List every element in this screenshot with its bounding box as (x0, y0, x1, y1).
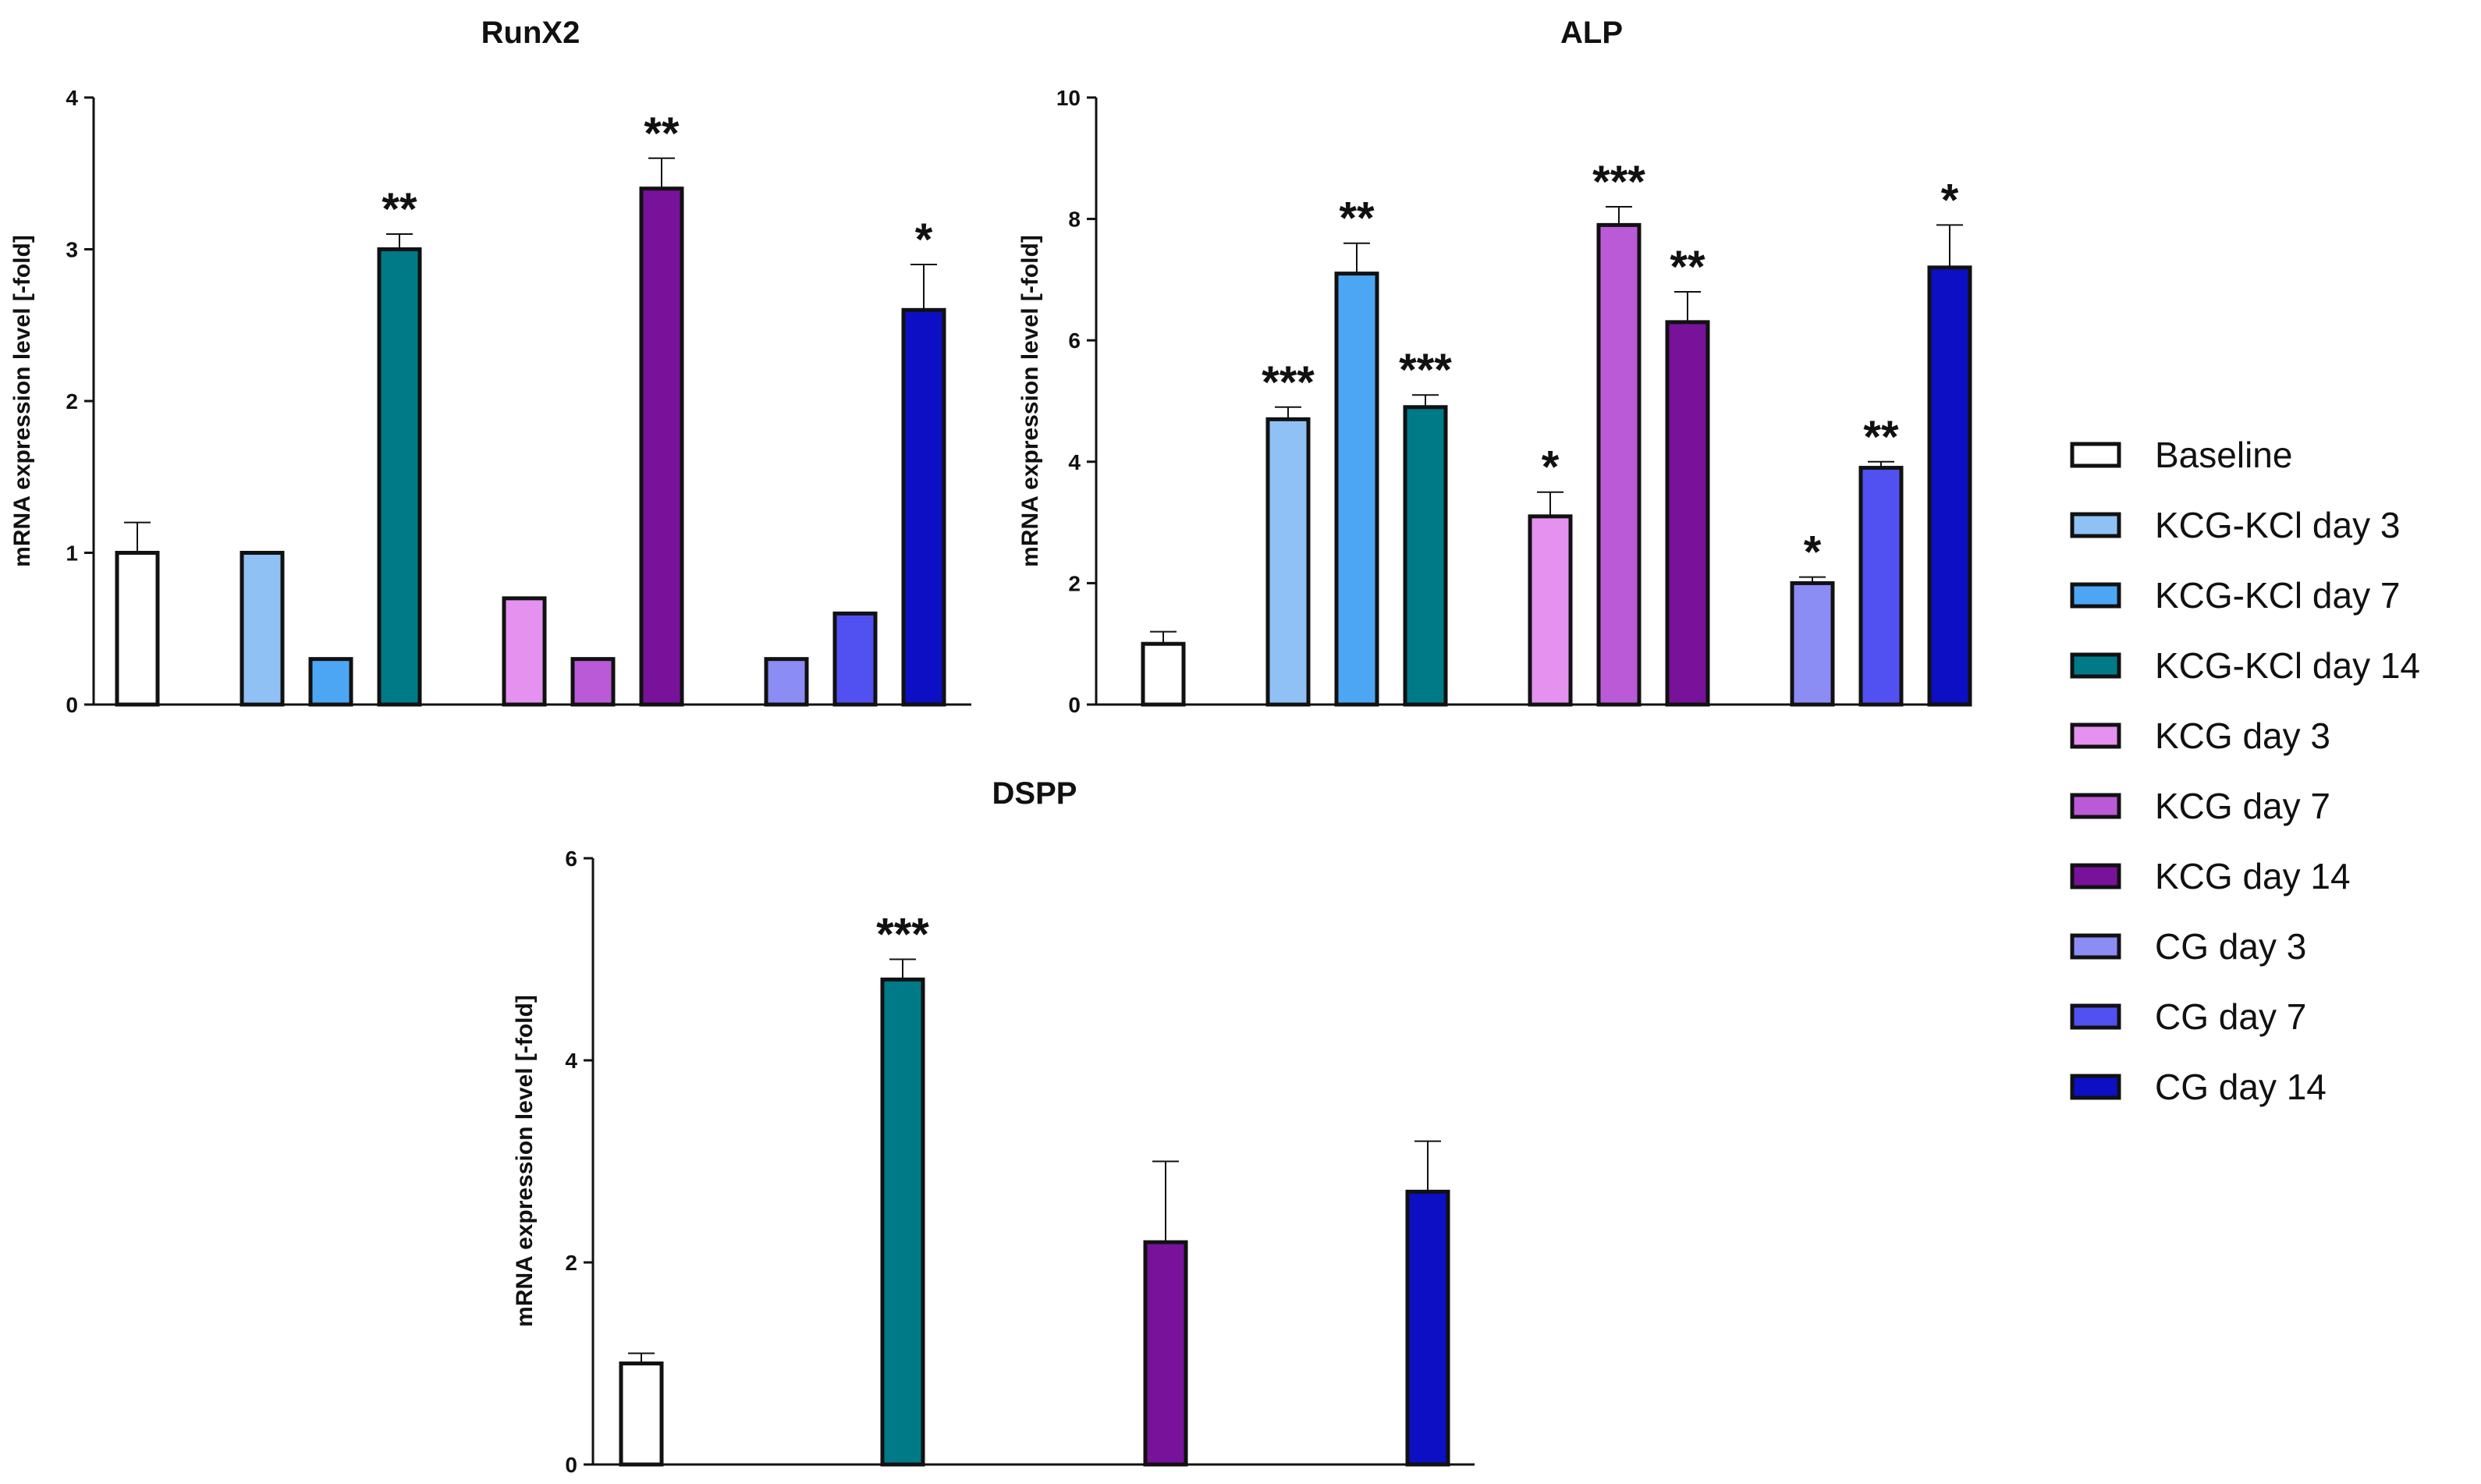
bar (1403, 405, 1448, 707)
bar (308, 657, 353, 707)
legend-label: CG day 3 (2155, 926, 2306, 967)
bar (502, 596, 547, 707)
y-tick-label: 0 (565, 1453, 577, 1477)
legend-label: KCG-KCl day 3 (2155, 505, 2400, 545)
significance-label: ** (382, 184, 417, 235)
bar (570, 657, 616, 707)
significance-label: * (915, 215, 933, 265)
significance-label: ** (1670, 242, 1705, 293)
significance-label: * (1542, 442, 1560, 493)
y-tick-label: 4 (1068, 450, 1081, 474)
runx2-chart: RunX2 0 1 2 3 4 mRNA expression level [-fold]… (9, 16, 971, 717)
legend-swatch (2070, 933, 2121, 960)
legend-label: KCG-KCl day 7 (2155, 575, 2400, 616)
legend-label: KCG day 7 (2155, 786, 2330, 826)
y-tick-label: 1 (66, 541, 78, 566)
bar (639, 186, 684, 707)
y-tick-label: 0 (66, 693, 78, 717)
legend-label: CG day 7 (2155, 996, 2306, 1037)
bar (1927, 265, 1972, 707)
y-axis-label: mRNA expression level [-fold] (512, 995, 538, 1327)
y-tick-label: 6 (565, 847, 577, 871)
significance-label: ** (1339, 193, 1375, 244)
dspp-title: DSPP (992, 776, 1077, 811)
y-tick-label: 4 (565, 1049, 577, 1073)
bar (1790, 580, 1835, 707)
legend-label: KCG day 14 (2155, 856, 2351, 896)
significance-label: ** (1863, 412, 1899, 463)
bar (1528, 514, 1573, 707)
alp-chart: ALP 0 2 4 6 8 10 mRNA expression level [-fold]… (1017, 16, 1972, 717)
y-tick-label: 2 (1068, 571, 1081, 595)
y-tick-label: 2 (565, 1251, 577, 1275)
bar (1143, 1240, 1188, 1467)
significance-label: *** (876, 910, 929, 960)
legend-swatch (2070, 442, 2121, 468)
y-axis-label: mRNA expression level [-fold] (1017, 235, 1043, 567)
y-tick-label: 2 (66, 389, 78, 414)
runx2-title: RunX2 (481, 16, 580, 50)
y-tick-label: 8 (1068, 208, 1081, 232)
significance-label: * (1941, 175, 1959, 225)
significance-label: * (1804, 527, 1822, 578)
legend-label: CG day 14 (2155, 1067, 2327, 1107)
significance-label: *** (1592, 157, 1645, 208)
y-tick-label: 10 (1056, 86, 1081, 110)
bar (1141, 641, 1186, 707)
legend-swatch (2070, 1074, 2121, 1100)
bar (764, 657, 809, 707)
bar (240, 551, 285, 707)
bar (880, 977, 925, 1467)
bar (115, 551, 160, 707)
bar (901, 307, 946, 707)
y-tick-label: 3 (66, 238, 78, 262)
bar (832, 611, 878, 707)
dspp-chart: DSPP 0 2 4 6 mRNA expression level [-fold] **… (512, 776, 1475, 1477)
legend-swatch (2070, 582, 2121, 609)
y-axis-label: mRNA expression level [-fold] (9, 235, 35, 567)
legend-swatch (2070, 722, 2121, 749)
bar (1665, 320, 1710, 707)
legend-swatch (2070, 652, 2121, 679)
significance-label: *** (1399, 345, 1452, 396)
bar (619, 1362, 664, 1467)
legend: Baseline KCG-KCl day 3 KCG-KCl day 7 KCG-KC… (2070, 435, 2420, 1107)
legend-label: Baseline (2155, 435, 2292, 475)
y-tick-label: 0 (1068, 693, 1081, 717)
legend-label: KCG day 3 (2155, 715, 2330, 756)
legend-swatch (2070, 1003, 2121, 1030)
bar (1596, 222, 1642, 707)
alp-title: ALP (1560, 16, 1623, 50)
bar (377, 247, 422, 707)
bar (1405, 1189, 1450, 1467)
legend-swatch (2070, 793, 2121, 819)
bar (1265, 417, 1311, 707)
bar (1858, 466, 1904, 707)
legend-swatch (2070, 512, 2121, 538)
legend-swatch (2070, 863, 2121, 889)
y-tick-label: 4 (66, 86, 78, 110)
significance-label: *** (1262, 357, 1315, 408)
significance-label: ** (644, 108, 680, 159)
y-tick-label: 6 (1068, 328, 1081, 353)
legend-label: KCG-KCl day 14 (2155, 645, 2420, 686)
bar (1334, 272, 1379, 707)
